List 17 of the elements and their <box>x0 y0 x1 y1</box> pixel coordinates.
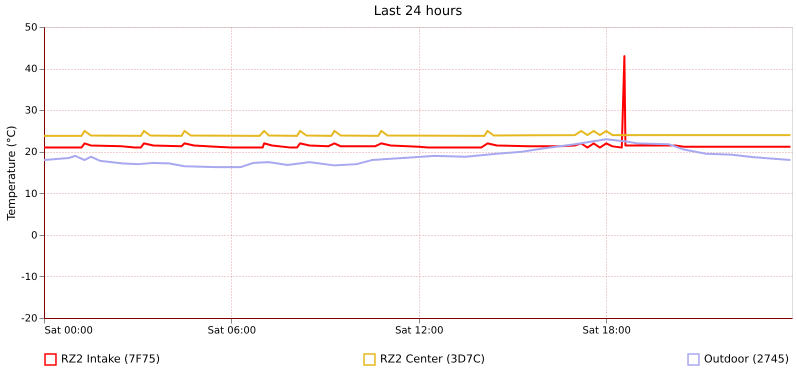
y-tick-label: -10 <box>21 272 38 283</box>
y-tick-label: 40 <box>24 64 38 76</box>
y-tick-label: 50 <box>24 22 38 34</box>
chart-title: Last 24 hours <box>374 4 462 19</box>
x-tick-label: Sat 18:00 <box>582 326 631 336</box>
y-tick-label: 10 <box>24 188 38 200</box>
x-tick-label: Sat 00:00 <box>44 326 93 336</box>
y-tick-label: -20 <box>21 314 38 324</box>
y-tick-label: 30 <box>24 106 38 117</box>
y-axis-title: Temperature (°C) <box>5 126 18 222</box>
y-tick-label: 0 <box>31 230 38 242</box>
x-tick-label: Sat 12:00 <box>395 326 444 336</box>
legend-label: Outdoor (2745) <box>704 352 789 366</box>
y-tick-label: 20 <box>24 147 38 158</box>
x-tick-label: Sat 06:00 <box>208 326 256 336</box>
legend-label: RZ2 Intake (7F75) <box>61 352 160 366</box>
legend-label: RZ2 Center (3D7C) <box>380 352 485 366</box>
